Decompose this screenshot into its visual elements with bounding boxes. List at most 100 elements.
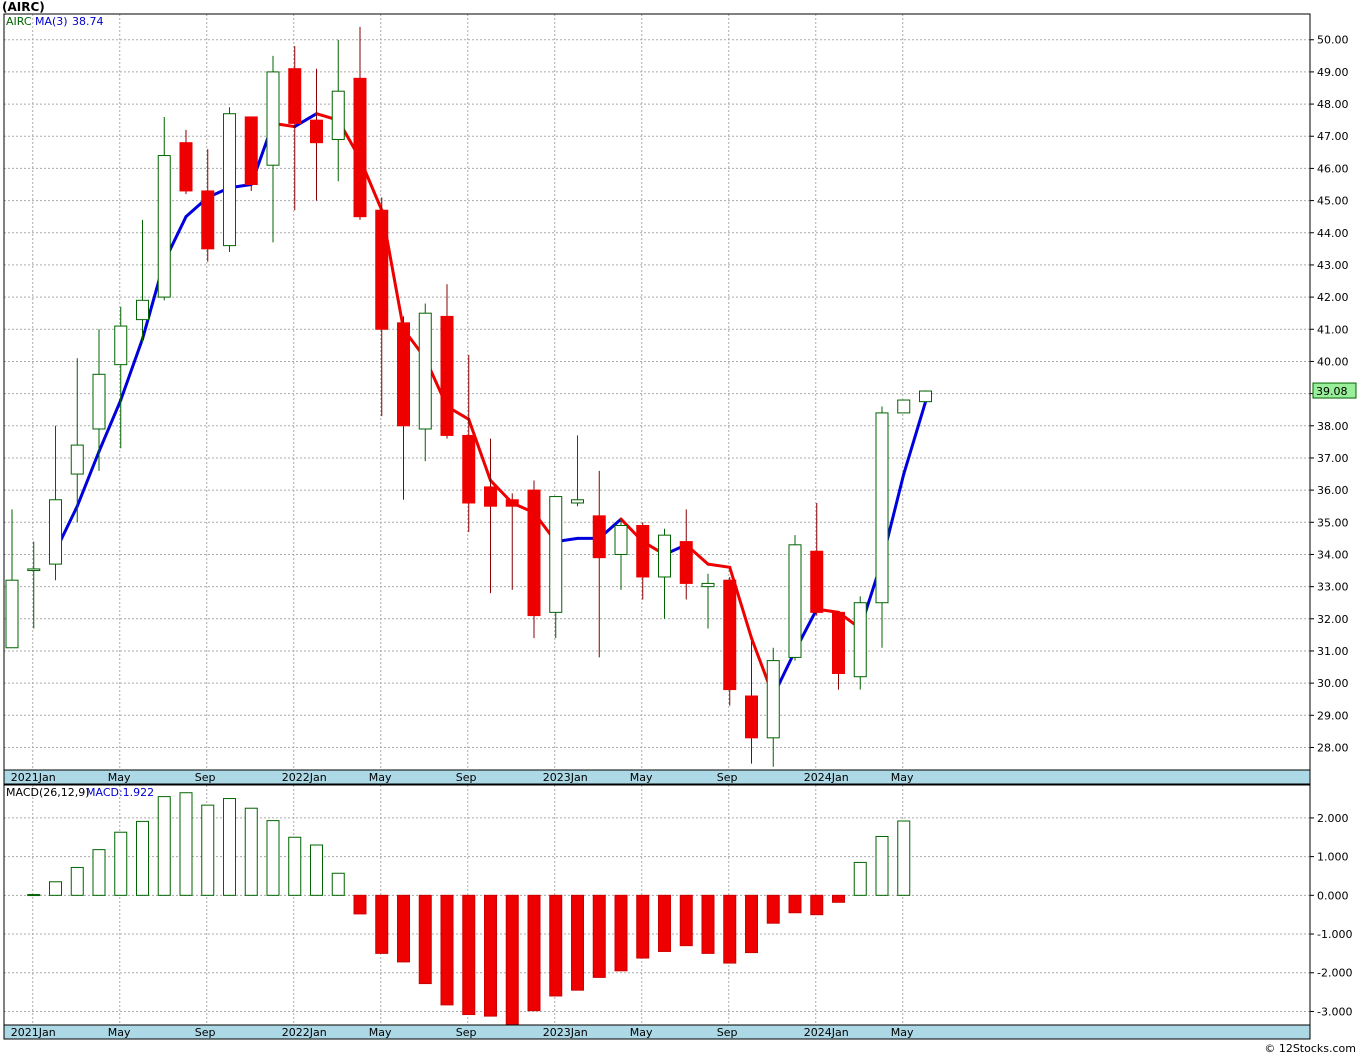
candle-body <box>549 496 563 613</box>
y-tick-label: 43.00 <box>1317 259 1349 272</box>
macd-bar <box>679 894 693 947</box>
candle-body <box>266 71 280 166</box>
candle-body <box>636 525 650 578</box>
candle-body <box>353 77 367 218</box>
candle-body <box>114 325 128 366</box>
candle-body <box>723 579 737 691</box>
macd-bar <box>157 796 171 896</box>
macd-bar <box>375 894 389 954</box>
x-tick-label: Sep <box>717 771 738 784</box>
legend-ma-name: MA(3) <box>35 15 68 28</box>
y-tick-label: 28.00 <box>1317 741 1349 754</box>
x-tick-label: 2023Jan <box>543 1026 588 1039</box>
candle-body <box>788 544 802 658</box>
candle-body <box>679 541 693 584</box>
macd-bar <box>484 894 497 1017</box>
candle-body <box>897 399 911 414</box>
macd-bar <box>723 894 737 964</box>
candle-body <box>701 582 715 588</box>
candle-body <box>418 312 432 430</box>
y-tick-label: 46.00 <box>1317 162 1349 175</box>
macd-bar <box>462 894 476 1016</box>
ma-segment <box>467 417 492 482</box>
macd-bar <box>266 820 280 896</box>
x-tick-label: 2021Jan <box>11 1026 56 1039</box>
macd-bar <box>549 894 563 997</box>
y-tick-label: 34.00 <box>1317 548 1349 561</box>
macd-bar <box>310 844 323 896</box>
macd-bar <box>92 849 106 896</box>
y-tick-label: 45.00 <box>1317 195 1349 208</box>
main-date-strip <box>3 769 1311 785</box>
last-price-box <box>1312 382 1357 399</box>
candle-body <box>766 660 780 739</box>
axes <box>3 13 1314 1040</box>
candle-body <box>201 190 215 250</box>
y-tick-label: 32.00 <box>1317 613 1349 626</box>
macd-bar <box>875 835 889 896</box>
ma-segment <box>706 562 732 569</box>
candle-body <box>244 116 258 186</box>
macd-date-strip <box>3 1024 1311 1040</box>
candle-body <box>592 515 606 559</box>
candle-body <box>179 142 193 192</box>
macd-bar <box>592 894 606 978</box>
macd-bar <box>397 894 410 963</box>
y-tick-label: 29.00 <box>1317 709 1349 722</box>
y-tick-label: 42.00 <box>1317 291 1349 304</box>
macd-bar <box>179 792 193 896</box>
ma-segment <box>489 478 514 505</box>
y-tick-label: 31.00 <box>1317 645 1349 658</box>
ma-segment <box>728 565 753 640</box>
macd-bar <box>701 894 715 954</box>
macd-bar <box>505 894 519 1029</box>
y-tick-label: 49.00 <box>1317 66 1349 79</box>
legend-ma-value: 38.74 <box>72 15 104 28</box>
labels: 2021Jan 2021Jan May May Sep Sep 2022Jan 2022Jan… <box>6 15 1357 1039</box>
candle-body <box>832 611 845 674</box>
ma-segment <box>119 337 144 402</box>
candle-body <box>462 434 476 504</box>
macd-bar <box>114 831 128 896</box>
macd-bar <box>832 894 845 903</box>
candle-body <box>614 525 628 555</box>
x-tick-label: Sep <box>195 771 216 784</box>
macd-bar <box>223 798 236 896</box>
x-tick-label: Sep <box>717 1026 738 1039</box>
macd-bar <box>49 881 62 896</box>
macd-bar <box>658 894 671 952</box>
y-tick-label: 44.00 <box>1317 227 1349 240</box>
x-tick-label: 2021Jan <box>11 771 56 784</box>
grid <box>4 14 1310 1025</box>
candle-body <box>484 486 497 507</box>
x-tick-label: May <box>369 771 392 784</box>
last-price-label: 39.08 <box>1316 385 1348 398</box>
x-tick-label: May <box>630 771 653 784</box>
candle-body <box>49 499 62 565</box>
macd-value: MACD:1.922 <box>86 786 154 799</box>
macd-label: MACD(26,12,9) <box>6 786 90 799</box>
ma-segment <box>97 398 123 454</box>
macd-bar <box>527 894 541 1012</box>
candle-body <box>157 155 171 298</box>
y-tick-label: -1.000 <box>1317 928 1352 941</box>
x-tick-label: 2024Jan <box>804 1026 849 1039</box>
macd-bar <box>244 807 258 896</box>
x-tick-label: Sep <box>195 1026 216 1039</box>
candle-body <box>136 299 149 321</box>
y-tick-label: 48.00 <box>1317 98 1349 111</box>
y-tick-label: 2.000 <box>1317 812 1349 825</box>
macd-bar <box>614 894 628 972</box>
candle-body <box>310 119 323 144</box>
y-tick-label: 35.00 <box>1317 516 1349 529</box>
candle-body <box>853 602 867 678</box>
macd-bar <box>853 861 867 896</box>
main-panel-frame <box>3 13 1311 771</box>
candle-body <box>527 489 541 617</box>
macd-bar <box>440 894 454 1006</box>
ma-segment <box>75 450 101 508</box>
macd-panel-frame <box>3 784 1311 1026</box>
macd-bar <box>571 894 584 991</box>
macd-bar <box>788 894 802 914</box>
x-tick-label: 2024Jan <box>804 771 849 784</box>
